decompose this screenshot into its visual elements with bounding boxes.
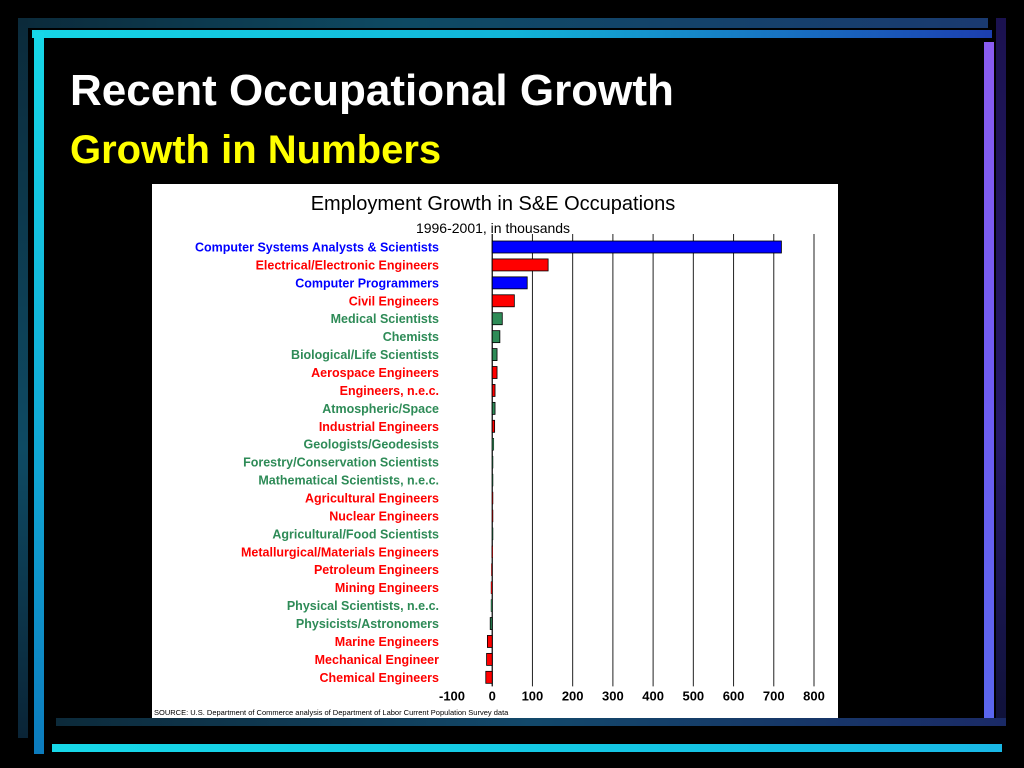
slide-title: Recent Occupational Growth bbox=[70, 66, 674, 115]
slide-subtitle: Growth in Numbers bbox=[70, 128, 442, 172]
bar bbox=[492, 509, 494, 523]
bar bbox=[490, 599, 493, 612]
x-tick-label: 200 bbox=[562, 688, 584, 703]
bar bbox=[486, 652, 493, 666]
category-label: Forestry/Conservation Scientists bbox=[243, 456, 439, 470]
chart-x-tick-labels: -100 0 100 200 300 400 500 600 700 800 bbox=[439, 688, 825, 703]
bar bbox=[492, 438, 495, 451]
category-label: Engineers, n.e.c. bbox=[340, 384, 439, 398]
bar bbox=[491, 384, 496, 397]
category-label: Computer Systems Analysts & Scientists bbox=[195, 241, 439, 255]
category-label: Chemical Engineers bbox=[320, 671, 440, 685]
category-label: Metallurgical/Materials Engineers bbox=[241, 545, 439, 559]
category-label: Computer Programmers bbox=[295, 276, 439, 290]
frame-bar-top-dark bbox=[18, 18, 988, 28]
category-label: Physicists/Astronomers bbox=[296, 617, 439, 631]
chart-subtitle: 1996-2001, in thousands bbox=[416, 220, 570, 236]
x-tick-label: 0 bbox=[489, 688, 496, 703]
bar bbox=[491, 366, 498, 379]
frame-bar-top-cyan bbox=[32, 30, 992, 38]
bar bbox=[492, 527, 494, 541]
bar bbox=[491, 401, 496, 415]
chart-source-note: SOURCE: U.S. Department of Commerce anal… bbox=[154, 708, 509, 717]
bar bbox=[491, 419, 496, 433]
category-label: Petroleum Engineers bbox=[314, 563, 439, 577]
bar bbox=[491, 240, 782, 254]
category-label: Aerospace Engineers bbox=[311, 366, 439, 380]
bar bbox=[490, 581, 493, 594]
category-label: Atmospheric/Space bbox=[322, 402, 439, 416]
bar bbox=[491, 348, 498, 361]
category-label: Electrical/Electronic Engineers bbox=[256, 258, 439, 272]
bar bbox=[485, 670, 493, 684]
frame-bar-left-cyan bbox=[34, 32, 44, 754]
category-label: Physical Scientists, n.e.c. bbox=[287, 599, 439, 613]
x-tick-label: 500 bbox=[682, 688, 704, 703]
chart-bars bbox=[485, 240, 782, 684]
frame-bar-bottom-cyan bbox=[52, 744, 1002, 752]
bar bbox=[489, 617, 493, 630]
category-label: Mechanical Engineer bbox=[315, 653, 439, 667]
bar bbox=[491, 258, 549, 272]
category-label: Nuclear Engineers bbox=[329, 509, 439, 523]
chart-title: Employment Growth in S&E Occupations bbox=[311, 193, 676, 215]
frame-bar-right-purple bbox=[984, 42, 994, 722]
category-label: Chemists bbox=[383, 330, 439, 344]
category-label: Mining Engineers bbox=[335, 581, 439, 595]
frame-bar-bottom-dark bbox=[56, 718, 1006, 726]
category-label: Marine Engineers bbox=[335, 635, 439, 649]
category-label: Agricultural Engineers bbox=[305, 492, 439, 506]
x-tick-label: 400 bbox=[642, 688, 664, 703]
chart-category-labels: Computer Systems Analysts & Scientists El… bbox=[195, 241, 439, 685]
frame-bar-left-dark bbox=[18, 18, 28, 738]
bar bbox=[491, 330, 501, 344]
category-label: Biological/Life Scientists bbox=[291, 348, 439, 362]
bar bbox=[491, 294, 515, 308]
bar-chart: Employment Growth in S&E Occupations 199… bbox=[154, 193, 825, 717]
bar bbox=[486, 635, 493, 648]
bar bbox=[492, 491, 494, 505]
x-tick-label: -100 bbox=[439, 688, 465, 703]
chart-gridlines bbox=[491, 234, 815, 687]
category-label: Industrial Engineers bbox=[319, 420, 439, 434]
x-tick-label: 300 bbox=[602, 688, 624, 703]
x-tick-label: 700 bbox=[763, 688, 785, 703]
x-tick-label: 600 bbox=[723, 688, 745, 703]
bar bbox=[491, 563, 493, 576]
bar bbox=[491, 276, 528, 290]
bar bbox=[491, 545, 493, 559]
category-label: Agricultural/Food Scientists bbox=[272, 527, 439, 541]
x-tick-label: 800 bbox=[803, 688, 825, 703]
chart-panel: Employment Growth in S&E Occupations 199… bbox=[152, 184, 838, 718]
bar bbox=[492, 473, 494, 487]
category-label: Geologists/Geodesists bbox=[304, 438, 440, 452]
bar bbox=[492, 455, 494, 469]
category-label: Civil Engineers bbox=[349, 294, 439, 308]
x-tick-label: 100 bbox=[522, 688, 544, 703]
bar bbox=[491, 312, 503, 326]
frame-bar-right-dark bbox=[996, 18, 1006, 718]
category-label: Mathematical Scientists, n.e.c. bbox=[258, 474, 439, 488]
category-label: Medical Scientists bbox=[331, 312, 439, 326]
